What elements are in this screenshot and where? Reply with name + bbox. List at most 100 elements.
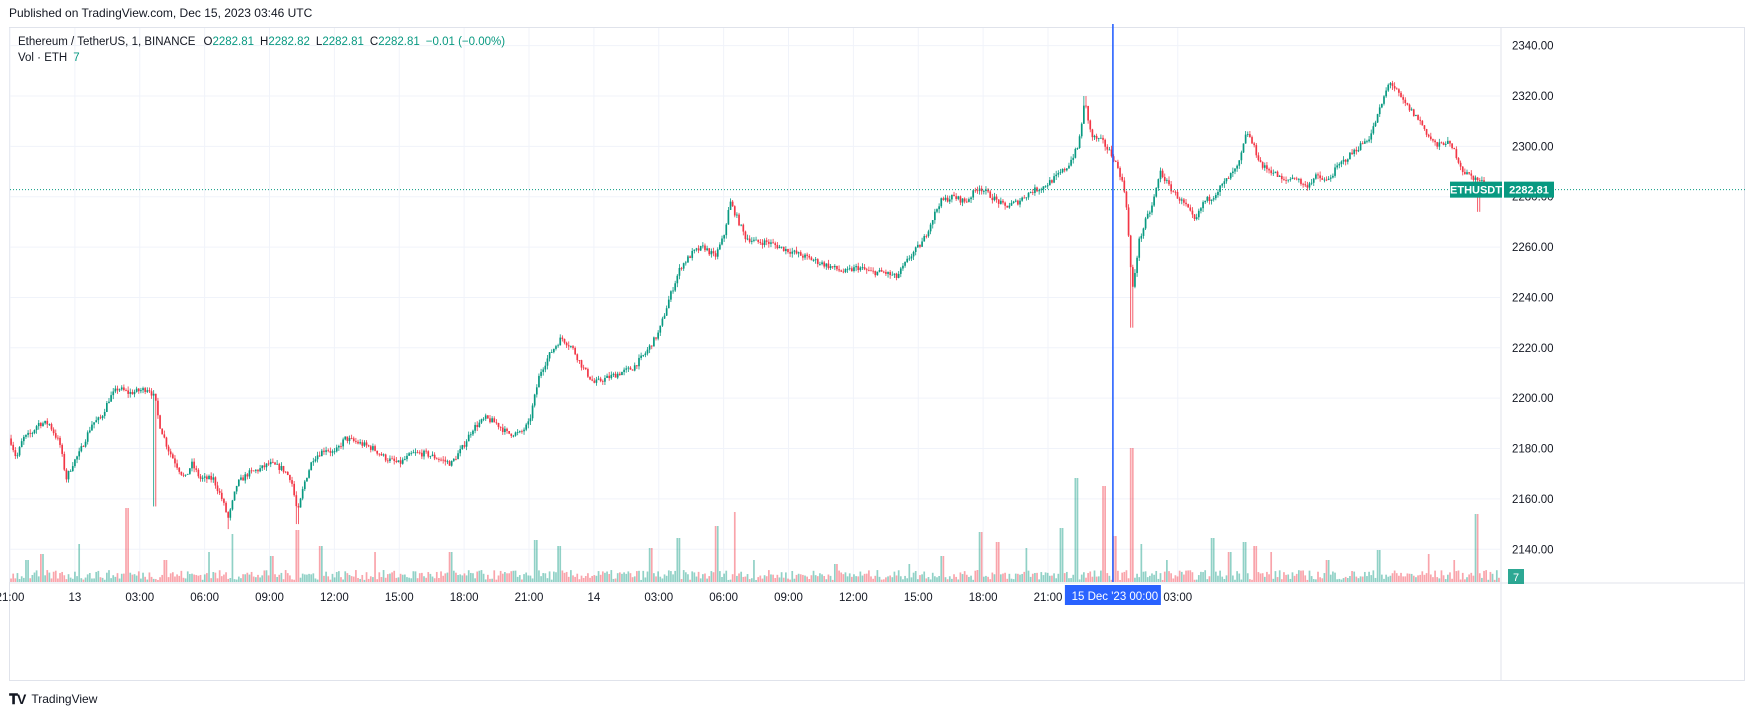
candle-body xyxy=(233,491,236,501)
candle-body xyxy=(231,500,234,510)
candle-body xyxy=(1419,119,1422,121)
volume-bar xyxy=(650,548,653,582)
candle-body xyxy=(1019,200,1021,205)
volume-bar xyxy=(127,508,129,582)
candle-body xyxy=(521,431,523,433)
candle-body xyxy=(682,263,685,269)
volume-bar xyxy=(672,574,674,582)
volume-bar xyxy=(1083,572,1085,582)
candle-body xyxy=(327,450,330,452)
candle-body xyxy=(59,437,61,445)
change-value: −0.01 (−0.00%) xyxy=(425,36,506,48)
volume-bar xyxy=(1234,579,1236,582)
candle-body xyxy=(1421,120,1424,126)
volume-label[interactable]: Vol · ETH xyxy=(18,52,68,64)
candle-body xyxy=(638,357,640,367)
volume-bar xyxy=(1412,575,1415,582)
candle-body xyxy=(478,422,481,428)
candle-body xyxy=(112,391,115,396)
volume-bar xyxy=(1070,578,1072,582)
volume-bar xyxy=(114,576,117,582)
volume-bar xyxy=(384,577,387,582)
candle-body xyxy=(1406,103,1409,105)
candle-body xyxy=(1210,199,1213,201)
candle-body xyxy=(912,251,915,257)
volume-bar xyxy=(508,573,510,582)
volume-bar xyxy=(750,578,753,582)
candle-body xyxy=(167,446,170,452)
volume-bar xyxy=(312,573,315,582)
volume-bar xyxy=(1191,572,1194,582)
candle-body xyxy=(844,269,847,273)
volume-bar xyxy=(1402,576,1404,582)
candle-body xyxy=(427,451,430,457)
volume-bar xyxy=(518,575,521,582)
volume-bar xyxy=(1451,578,1453,582)
candle-body xyxy=(1219,185,1221,192)
candle-body xyxy=(1061,168,1064,173)
volume-bar xyxy=(1257,572,1260,582)
volume-bar xyxy=(180,570,183,582)
volume-bar xyxy=(1308,570,1311,582)
time-tick-label: 21:00 xyxy=(515,592,544,604)
volume-bar xyxy=(289,575,291,582)
volume-bar xyxy=(52,571,55,582)
candle-body xyxy=(408,453,410,456)
candle-body xyxy=(1289,179,1292,180)
candle-body xyxy=(838,269,840,271)
volume-bar xyxy=(482,573,485,582)
volume-bar xyxy=(916,579,919,582)
candle-body xyxy=(940,198,943,207)
volume-bar xyxy=(674,570,677,582)
volume-bar xyxy=(76,576,78,582)
volume-bar xyxy=(614,578,617,582)
volume-bar xyxy=(1117,570,1119,582)
volume-bar xyxy=(220,576,223,582)
price-tick-label: 2220.00 xyxy=(1512,343,1554,355)
volume-bar xyxy=(663,574,666,582)
volume-bar xyxy=(859,571,862,582)
volume-bar xyxy=(140,578,142,582)
candle-body xyxy=(161,428,164,435)
symbol-title[interactable]: Ethereum / TetherUS, 1, BINANCE xyxy=(18,36,196,48)
volume-bar xyxy=(953,574,955,582)
volume-bar xyxy=(284,570,287,582)
volume-bar xyxy=(661,578,664,582)
volume-bar xyxy=(414,571,417,582)
brand-footer[interactable]: 𝐓V TradingView xyxy=(9,688,97,710)
volume-bar xyxy=(74,571,76,582)
candle-body xyxy=(18,447,21,456)
candle-body xyxy=(144,388,147,392)
low-label: L xyxy=(315,36,323,48)
volume-bar xyxy=(1238,573,1241,582)
volume-bar xyxy=(1315,579,1317,582)
volume-bar xyxy=(1427,554,1430,582)
volume-bar xyxy=(1110,579,1113,582)
candle-body xyxy=(1097,138,1100,139)
candle-body xyxy=(1329,177,1332,179)
volume-bar xyxy=(95,571,98,582)
candle-body xyxy=(157,400,159,416)
candle-body xyxy=(985,189,987,191)
volume-bar xyxy=(59,573,61,582)
volume-bar xyxy=(1406,573,1409,582)
candle-body xyxy=(333,451,336,453)
candle-body xyxy=(1187,204,1190,208)
volume-bar xyxy=(1387,576,1390,582)
volume-bar xyxy=(174,576,176,582)
candle-body xyxy=(1451,143,1453,149)
volume-bar xyxy=(906,578,909,582)
volume-bar xyxy=(48,572,51,582)
volume-bar xyxy=(1106,573,1109,582)
volume-bar xyxy=(167,577,170,582)
volume-bar xyxy=(531,578,534,582)
volume-bar xyxy=(421,572,423,582)
candle-body xyxy=(303,481,306,490)
candle-body xyxy=(1385,90,1387,97)
volume-bar xyxy=(272,556,274,582)
volume-bar xyxy=(389,573,391,582)
candle-body xyxy=(531,405,534,419)
volume-bar xyxy=(893,571,896,582)
candle-body xyxy=(421,452,423,457)
